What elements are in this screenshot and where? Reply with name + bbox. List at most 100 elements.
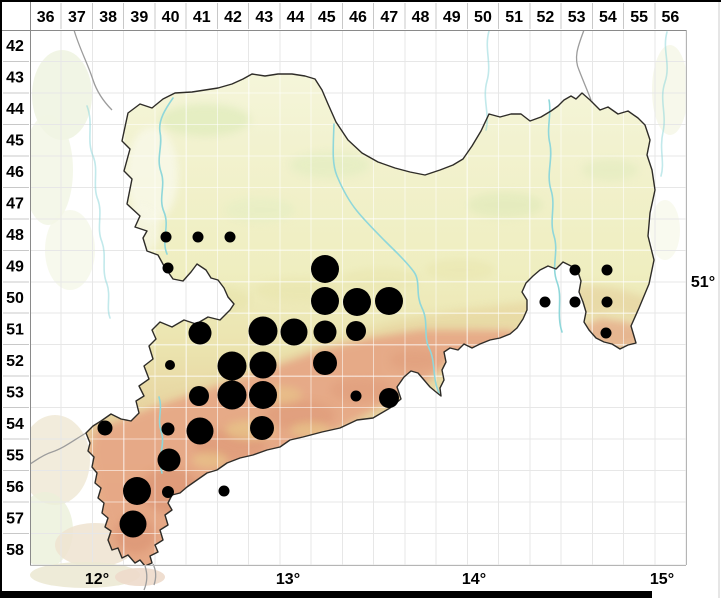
row-header-cell: 55 bbox=[6, 447, 24, 464]
occurrence-dot bbox=[249, 351, 277, 379]
river-neisse bbox=[660, 31, 668, 177]
outside-terrain bbox=[17, 45, 688, 568]
row-header-cell: 46 bbox=[6, 164, 24, 181]
row-header-cell: 47 bbox=[6, 196, 24, 213]
occurrence-dot bbox=[189, 386, 209, 406]
row-header-cell: 54 bbox=[6, 416, 24, 433]
row-header-cell: 53 bbox=[6, 384, 24, 401]
col-header-cell: 36 bbox=[37, 9, 55, 26]
occurrence-dot bbox=[157, 448, 181, 472]
river-schwarze-elster bbox=[484, 30, 490, 131]
occurrence-dot bbox=[250, 416, 274, 440]
col-header-cell: 50 bbox=[474, 9, 492, 26]
col-header-cell: 41 bbox=[193, 9, 211, 26]
neighbor-borders bbox=[29, 29, 592, 465]
occurrence-dot bbox=[217, 380, 247, 410]
left-header-background bbox=[0, 30, 30, 591]
occurrence-dot bbox=[539, 296, 551, 308]
occurrence-dot bbox=[346, 321, 366, 341]
occurrence-dot bbox=[313, 351, 337, 375]
column-headers: 36 37 38 39 40 41 42 43 44 45 46 47 48 49 50 51 52 53 54 55… bbox=[37, 9, 680, 26]
occurrence-dot bbox=[601, 296, 613, 308]
longitude-label: 12° bbox=[85, 571, 109, 588]
latitude-label: 51° bbox=[691, 274, 715, 291]
row-header-cell: 52 bbox=[6, 353, 24, 370]
row-header-cell: 56 bbox=[6, 479, 24, 496]
occurrence-dot bbox=[350, 390, 362, 402]
row-headers: 42 43 44 45 46 47 48 49 50 51 52 53 54 55 56 57 58 bbox=[6, 38, 24, 559]
right-margin bbox=[687, 30, 721, 565]
col-header-cell: 37 bbox=[68, 9, 86, 26]
occurrence-dot bbox=[119, 510, 147, 538]
neighbor-border-nw bbox=[73, 29, 113, 111]
col-header-cell: 43 bbox=[255, 9, 273, 26]
col-header-cell: 54 bbox=[599, 9, 617, 26]
occurrence-dot bbox=[217, 351, 247, 381]
row-header-cell: 57 bbox=[6, 510, 24, 527]
col-header-cell: 45 bbox=[318, 9, 336, 26]
occurrence-dot bbox=[188, 321, 212, 345]
occurrence-dot bbox=[569, 264, 581, 276]
row-header-cell: 44 bbox=[6, 101, 24, 118]
occurrence-dot bbox=[249, 381, 277, 409]
margin-terrain-spill bbox=[115, 568, 165, 586]
col-header-cell: 55 bbox=[630, 9, 648, 26]
row-header-cell: 50 bbox=[6, 290, 24, 307]
longitude-label: 15° bbox=[650, 571, 674, 588]
neighbor-border-ne bbox=[575, 29, 592, 101]
row-header-cell: 49 bbox=[6, 259, 24, 276]
occurrence-dot bbox=[162, 262, 174, 274]
occurrence-dots bbox=[97, 231, 613, 538]
margin-terrain-spill bbox=[30, 562, 140, 588]
occurrence-dot bbox=[192, 231, 204, 243]
col-header-cell: 52 bbox=[537, 9, 555, 26]
longitude-label: 13° bbox=[276, 571, 300, 588]
neighbor-border-spill bbox=[143, 565, 148, 591]
col-header-cell: 56 bbox=[661, 9, 679, 26]
row-header-cell: 51 bbox=[6, 321, 24, 338]
occurrence-dot bbox=[123, 477, 151, 505]
river-spree bbox=[547, 99, 563, 333]
occurrence-dot bbox=[165, 360, 175, 370]
row-header-cell: 48 bbox=[6, 227, 24, 244]
frame-top bbox=[0, 0, 721, 2]
river-weisse-elster bbox=[86, 105, 111, 319]
neighbor-border-sw bbox=[29, 432, 87, 465]
col-header-cell: 51 bbox=[505, 9, 523, 26]
col-header-cell: 48 bbox=[412, 9, 430, 26]
occurrence-dot bbox=[569, 296, 581, 308]
occurrence-dot bbox=[280, 318, 308, 346]
occurrence-dot bbox=[161, 422, 175, 436]
saxony-border bbox=[85, 73, 656, 567]
longitude-labels: 12° 13° 14° 15° bbox=[85, 571, 674, 588]
col-header-cell: 53 bbox=[568, 9, 586, 26]
occurrence-dot bbox=[379, 388, 399, 408]
header-separators bbox=[3, 3, 656, 535]
occurrence-dot bbox=[601, 264, 613, 276]
frame-left bbox=[0, 0, 2, 591]
longitude-label: 14° bbox=[462, 571, 486, 588]
row-header-cell: 45 bbox=[6, 133, 24, 150]
occurrence-dot bbox=[162, 486, 174, 498]
col-header-cell: 49 bbox=[443, 9, 461, 26]
col-header-cell: 46 bbox=[349, 9, 367, 26]
occurrence-dot bbox=[160, 231, 172, 243]
river-mulde-upper bbox=[158, 97, 174, 255]
bottom-bar bbox=[0, 591, 652, 598]
row-header-cell: 43 bbox=[6, 70, 24, 87]
occurrence-dot bbox=[311, 255, 339, 283]
occurrence-dot bbox=[224, 231, 236, 243]
row-header-cell: 58 bbox=[6, 542, 24, 559]
occurrence-dot bbox=[248, 316, 278, 346]
col-header-cell: 47 bbox=[380, 9, 398, 26]
occurrence-dot bbox=[375, 287, 403, 315]
occurrence-dot bbox=[218, 485, 230, 497]
occurrence-dot bbox=[343, 288, 371, 316]
col-header-cell: 38 bbox=[99, 9, 117, 26]
top-header-background bbox=[0, 0, 721, 30]
occurrence-dot bbox=[311, 287, 339, 315]
col-header-cell: 44 bbox=[287, 9, 305, 26]
occurrence-dot bbox=[186, 417, 214, 445]
